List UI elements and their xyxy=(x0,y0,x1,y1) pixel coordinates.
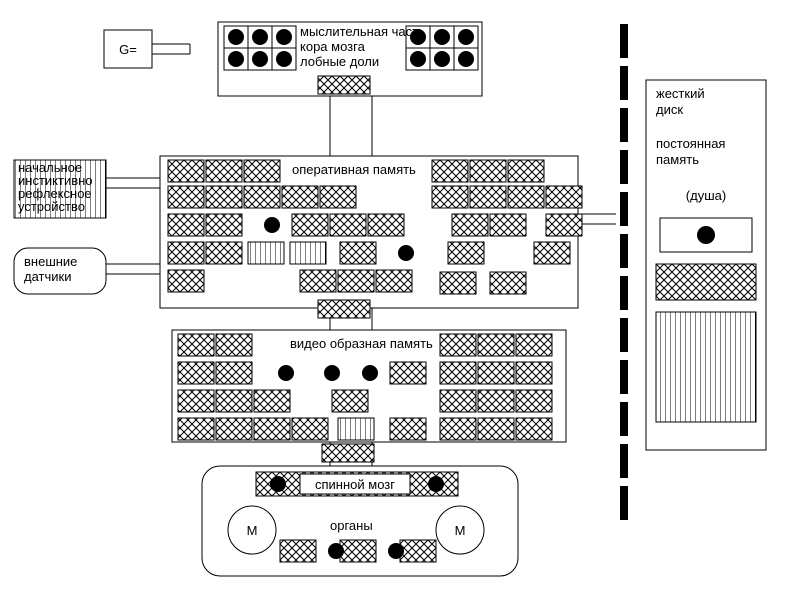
disk-hatch xyxy=(656,264,756,300)
reflex-label: устройство xyxy=(18,199,85,214)
barrier-dash xyxy=(620,444,628,478)
barrier-dash xyxy=(620,276,628,310)
barrier-dash xyxy=(620,360,628,394)
disk-soul: (душа) xyxy=(686,188,726,203)
barrier-dash xyxy=(620,318,628,352)
disk-title: жесткий xyxy=(656,86,705,101)
motor-label: M xyxy=(455,523,466,538)
barrier-dash xyxy=(620,150,628,184)
ram-label: оперативная память xyxy=(292,162,416,177)
barrier-dash xyxy=(620,192,628,226)
barrier-dash xyxy=(620,402,628,436)
disk-title: диск xyxy=(656,102,683,117)
disk-stripes xyxy=(656,312,756,422)
barrier-dash xyxy=(620,24,628,58)
organs-label: органы xyxy=(330,518,373,533)
g-label: G= xyxy=(119,42,137,57)
thinking-label: кора мозга xyxy=(300,39,366,54)
motor-label: M xyxy=(247,523,258,538)
sensors-label: внешние xyxy=(24,254,77,269)
disk-mem: постоянная xyxy=(656,136,725,151)
barrier-dash xyxy=(620,486,628,520)
barrier-dash xyxy=(620,108,628,142)
barrier-dash xyxy=(620,234,628,268)
disk-mem: память xyxy=(656,152,699,167)
spine-label: спинной мозг xyxy=(315,477,395,492)
sensors-label: датчики xyxy=(24,269,71,284)
video-label: видео образная память xyxy=(290,336,433,351)
barrier-dash xyxy=(620,66,628,100)
thinking-label: лобные доли xyxy=(300,54,379,69)
